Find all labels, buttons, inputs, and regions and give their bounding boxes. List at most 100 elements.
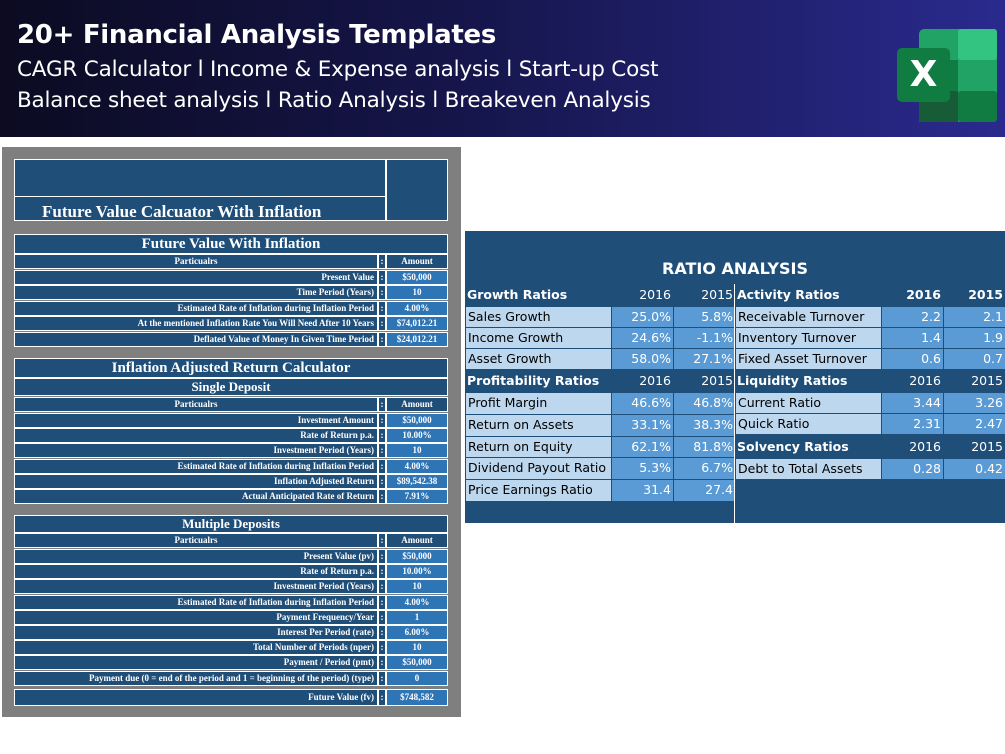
row-colon: : — [378, 316, 386, 332]
row-value: $50,000 — [386, 655, 448, 671]
row-colon: : — [378, 594, 386, 610]
row-colon: : — [378, 300, 386, 316]
fv-main-title: Future Value Calcuator With Inflation — [42, 202, 322, 221]
table-row: Estimated Rate of Inflation during Infla… — [14, 300, 448, 316]
year-2015-header: 2015 — [701, 373, 733, 388]
excel-icon: X — [897, 29, 997, 122]
row-label: At the mentioned Inflation Rate You Will… — [14, 316, 378, 332]
banner-subtitle-line2: Balance sheet analysis l Ratio Analysis … — [17, 88, 651, 113]
ratio-value-2015: 6.7% — [674, 458, 735, 480]
table-row: At the mentioned Inflation Rate You Will… — [14, 316, 448, 332]
year-2015-header: 2015 — [971, 439, 1003, 454]
row-value: $50,000 — [386, 549, 448, 564]
row-colon: : — [378, 670, 386, 686]
ratio-label: Sales Growth — [466, 307, 611, 327]
table-row: Present Value (pv): $50,000 — [14, 549, 448, 564]
year-2015-header: 2015 — [701, 287, 733, 302]
year-2016-header: 2016 — [909, 373, 941, 388]
activity-ratios-heading: Activity Ratios — [737, 287, 840, 302]
ratio-value-2016: 58.0% — [612, 349, 673, 369]
ratio-value-2015: -1.1% — [674, 328, 735, 348]
ratio-value-2016: 2.31 — [882, 414, 943, 434]
row-value: 1 — [386, 609, 448, 625]
ratio-value-2016: 46.6% — [612, 393, 673, 414]
row-value: 4.00% — [386, 594, 448, 610]
row-value: 4.00% — [386, 458, 448, 474]
row-value: $50,000 — [386, 270, 448, 285]
ratio-value-2016: 0.6 — [882, 349, 943, 369]
row-label: Estimated Rate of Inflation during Infla… — [14, 458, 378, 474]
row-value: $74,012.21 — [386, 316, 448, 332]
year-2016-header: 2016 — [639, 373, 671, 388]
row-colon: : — [378, 489, 386, 504]
row-colon: : — [378, 458, 386, 474]
row-value: 10 — [386, 285, 448, 301]
table-row: Present Value: $50,000 — [14, 270, 448, 285]
ratio-value-2015: 0.42 — [944, 459, 1005, 479]
solvency-ratios-heading: Solvency Ratios — [737, 439, 849, 454]
ratio-value-2015: 3.26 — [944, 393, 1005, 413]
fv-title-side-cell — [386, 159, 448, 221]
row-label: Present Value — [14, 270, 378, 285]
row-value: 7.91% — [386, 489, 448, 504]
inflation-adjusted-header-row: Particualrs : Amount — [14, 397, 448, 412]
fv-main-title-box: Future Value Calcuator With Inflation — [14, 159, 386, 221]
table-row: Time Period (Years):10 — [14, 285, 448, 301]
table-row: Investment Amount: $50,000 — [14, 413, 448, 428]
row-label: Interest Per Period (rate) — [14, 625, 378, 640]
ratio-label: Receivable Turnover — [736, 307, 881, 327]
profitability-ratios-heading: Profitability Ratios — [467, 373, 600, 388]
col-amount: Amount — [386, 254, 448, 269]
row-label: Actual Anticipated Rate of Return — [14, 489, 378, 504]
ratio-label: Profit Margin — [466, 393, 611, 414]
liquidity-ratios-heading: Liquidity Ratios — [737, 373, 848, 388]
row-value: 10 — [386, 579, 448, 595]
ratio-value-2015: 27.1% — [674, 349, 735, 369]
row-value: 10 — [386, 443, 448, 459]
table-row: Inflation Adjusted Return: $89,542.38 — [14, 473, 448, 489]
ratio-label: Asset Growth — [466, 349, 611, 369]
table-row: Interest Per Period (rate):6.00% — [14, 625, 448, 640]
row-colon: : — [378, 428, 386, 444]
year-2016-header: 2016 — [906, 287, 941, 302]
ratio-value-2015: 81.8% — [674, 436, 735, 458]
ratio-value-2016: 62.1% — [612, 436, 673, 458]
table-row: Deflated Value of Money In Given Time Pe… — [14, 331, 448, 347]
ratio-value-2016: 1.4 — [882, 328, 943, 348]
row-value: 10.00% — [386, 428, 448, 444]
ratio-label: Income Growth — [466, 328, 611, 348]
ratio-value-2015: 38.3% — [674, 414, 735, 436]
row-label: Deflated Value of Money In Given Time Pe… — [14, 331, 378, 347]
banner-subtitle-line1: CAGR Calculator l Income & Expense analy… — [17, 57, 659, 82]
table-row: Estimated Rate of Inflation during Infla… — [14, 594, 448, 610]
row-label: Payment Frequency/Year — [14, 609, 378, 625]
ratio-value-2016: 0.28 — [882, 459, 943, 479]
row-label: Payment due (0 = end of the period and 1… — [14, 670, 378, 686]
table-row: Actual Anticipated Rate of Return:7.91% — [14, 489, 448, 504]
row-value: $748,582 — [386, 688, 448, 706]
ratio-value-2015: 2.47 — [944, 414, 1005, 434]
table-row: Rate of Return p.a.:10.00% — [14, 564, 448, 580]
row-value: $89,542.38 — [386, 473, 448, 489]
row-colon: : — [378, 625, 386, 640]
banner-title: 20+ Financial Analysis Templates — [17, 20, 497, 50]
ratio-value-2015: 1.9 — [944, 328, 1005, 348]
row-value: 10 — [386, 640, 448, 656]
table-row: Investment Period (Years):10 — [14, 579, 448, 595]
row-colon: : — [378, 579, 386, 595]
row-label: Rate of Return p.a. — [14, 564, 378, 580]
ratio-value-2015: 27.4 — [674, 480, 735, 501]
row-value: $50,000 — [386, 413, 448, 428]
row-colon: : — [378, 285, 386, 301]
fv-inflation-heading: Future Value With Inflation — [14, 234, 448, 254]
year-2016-header: 2016 — [909, 439, 941, 454]
row-colon: : — [378, 413, 386, 428]
ratio-label: Current Ratio — [736, 393, 881, 413]
ratio-analysis-title: RATIO ANALYSIS — [662, 259, 808, 278]
table-row: Future Value (fv): $748,582 — [14, 688, 448, 706]
row-value: $24,012.21 — [386, 331, 448, 347]
multiple-deposits-heading: Multiple Deposits — [14, 515, 448, 533]
year-2016-header: 2016 — [639, 287, 671, 302]
table-row: Estimated Rate of Inflation during Infla… — [14, 458, 448, 474]
row-colon: : — [378, 688, 386, 706]
